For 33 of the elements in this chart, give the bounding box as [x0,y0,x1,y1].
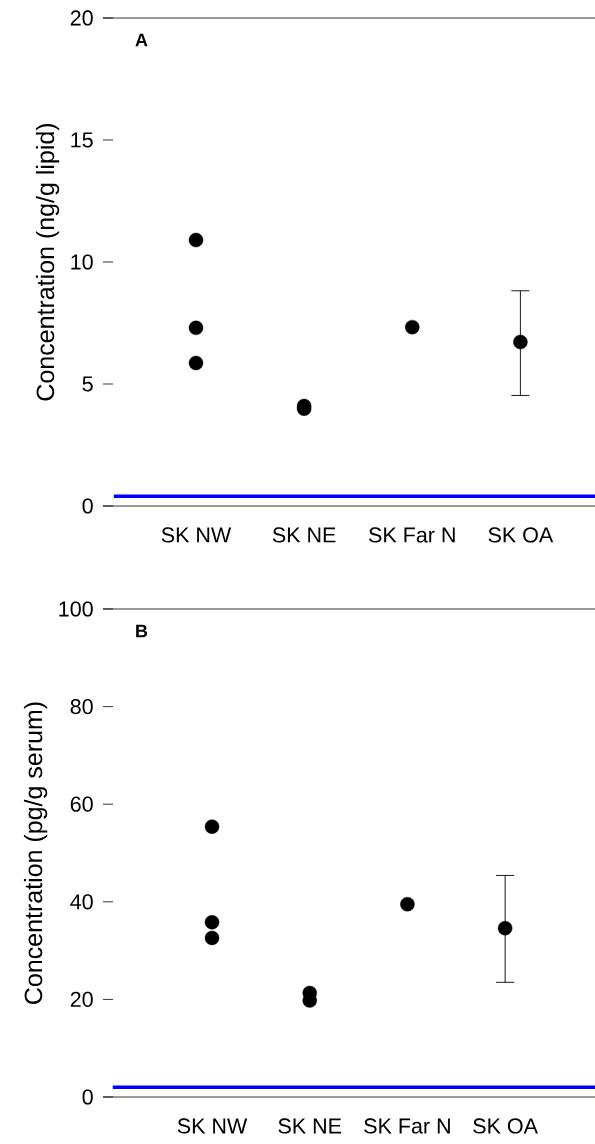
y-tick-label: 5 [82,376,93,392]
x-tick-label: SK Far N [364,1118,450,1134]
point [188,232,204,248]
x-tick-label: SK NW [177,1118,248,1134]
y-tick-label: 20 [70,10,93,26]
point [204,819,220,834]
y-tick-label: 0 [82,1089,93,1105]
x-tick-label: SK OA [473,1118,538,1134]
y-tick-label: 20 [70,991,93,1007]
point [400,897,415,912]
x-tick-label: SK NE [272,527,336,543]
y-tick-label: 80 [70,698,93,715]
point [405,319,420,335]
annotation: B [136,624,148,638]
annotation: A [135,33,148,47]
point [513,334,528,350]
y-tick-label: 100 [59,601,93,617]
point [497,920,513,936]
y-axis-title: Concentration (pg/g serum) [23,702,48,1004]
y-tick-label: 10 [71,254,93,270]
x-tick-label: SK OA [488,527,554,543]
point [188,355,204,371]
y-tick-label: 60 [70,796,93,812]
point [204,915,220,930]
x-tick-label: SK Far N [369,527,455,543]
x-tick-label: SK NW [161,527,232,543]
y-tick-label: 0 [82,498,93,514]
point [204,930,220,946]
point [188,320,204,336]
y-axis-title: Concentration (ng/g lipid) [35,123,60,401]
y-tick-label: 40 [70,894,93,910]
y-tick-label: 15 [71,132,93,148]
x-tick-label: SK NE [278,1118,342,1134]
